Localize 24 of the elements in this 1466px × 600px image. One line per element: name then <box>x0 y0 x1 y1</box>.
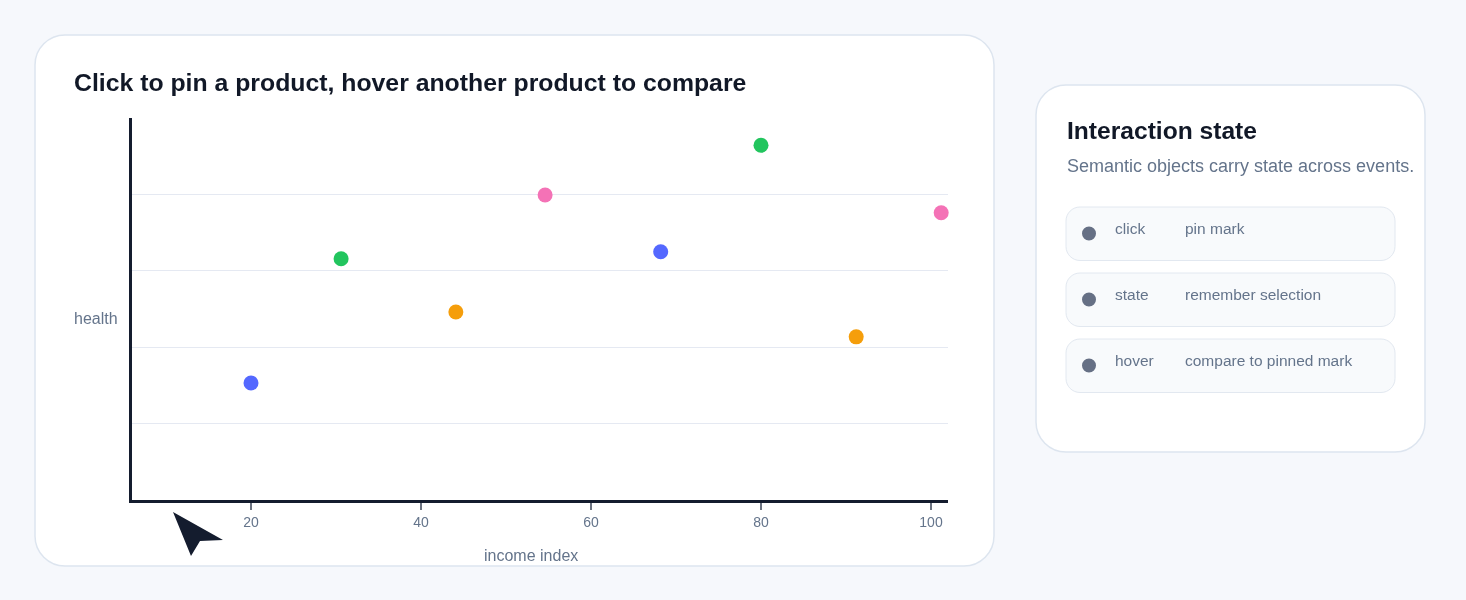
y-axis-title: health <box>74 310 118 327</box>
point <box>933 205 949 221</box>
point <box>333 251 349 267</box>
point <box>653 244 669 260</box>
text: compare to pinned mark <box>1185 352 1353 369</box>
text: click <box>1115 220 1146 237</box>
text: Semantic objects carry state across events. <box>1067 156 1415 176</box>
x-tick-label: 80 <box>753 513 769 530</box>
x-axis-title: income index <box>484 547 579 564</box>
point <box>243 375 259 391</box>
point <box>537 187 553 203</box>
point <box>753 137 769 153</box>
x-tick-label: 20 <box>243 513 259 530</box>
point <box>448 304 464 320</box>
text: hover <box>1115 352 1154 369</box>
point <box>848 329 864 345</box>
text: state <box>1115 286 1149 303</box>
text: pin mark <box>1185 220 1245 237</box>
x-tick-label: 100 <box>919 513 943 530</box>
chart-title: Click to pin a product, hover another product to compare <box>74 69 747 96</box>
text: remember selection <box>1185 286 1322 303</box>
x-tick-label: 40 <box>413 513 429 530</box>
x-tick-label: 60 <box>583 513 599 530</box>
text: Interaction state <box>1067 117 1257 144</box>
